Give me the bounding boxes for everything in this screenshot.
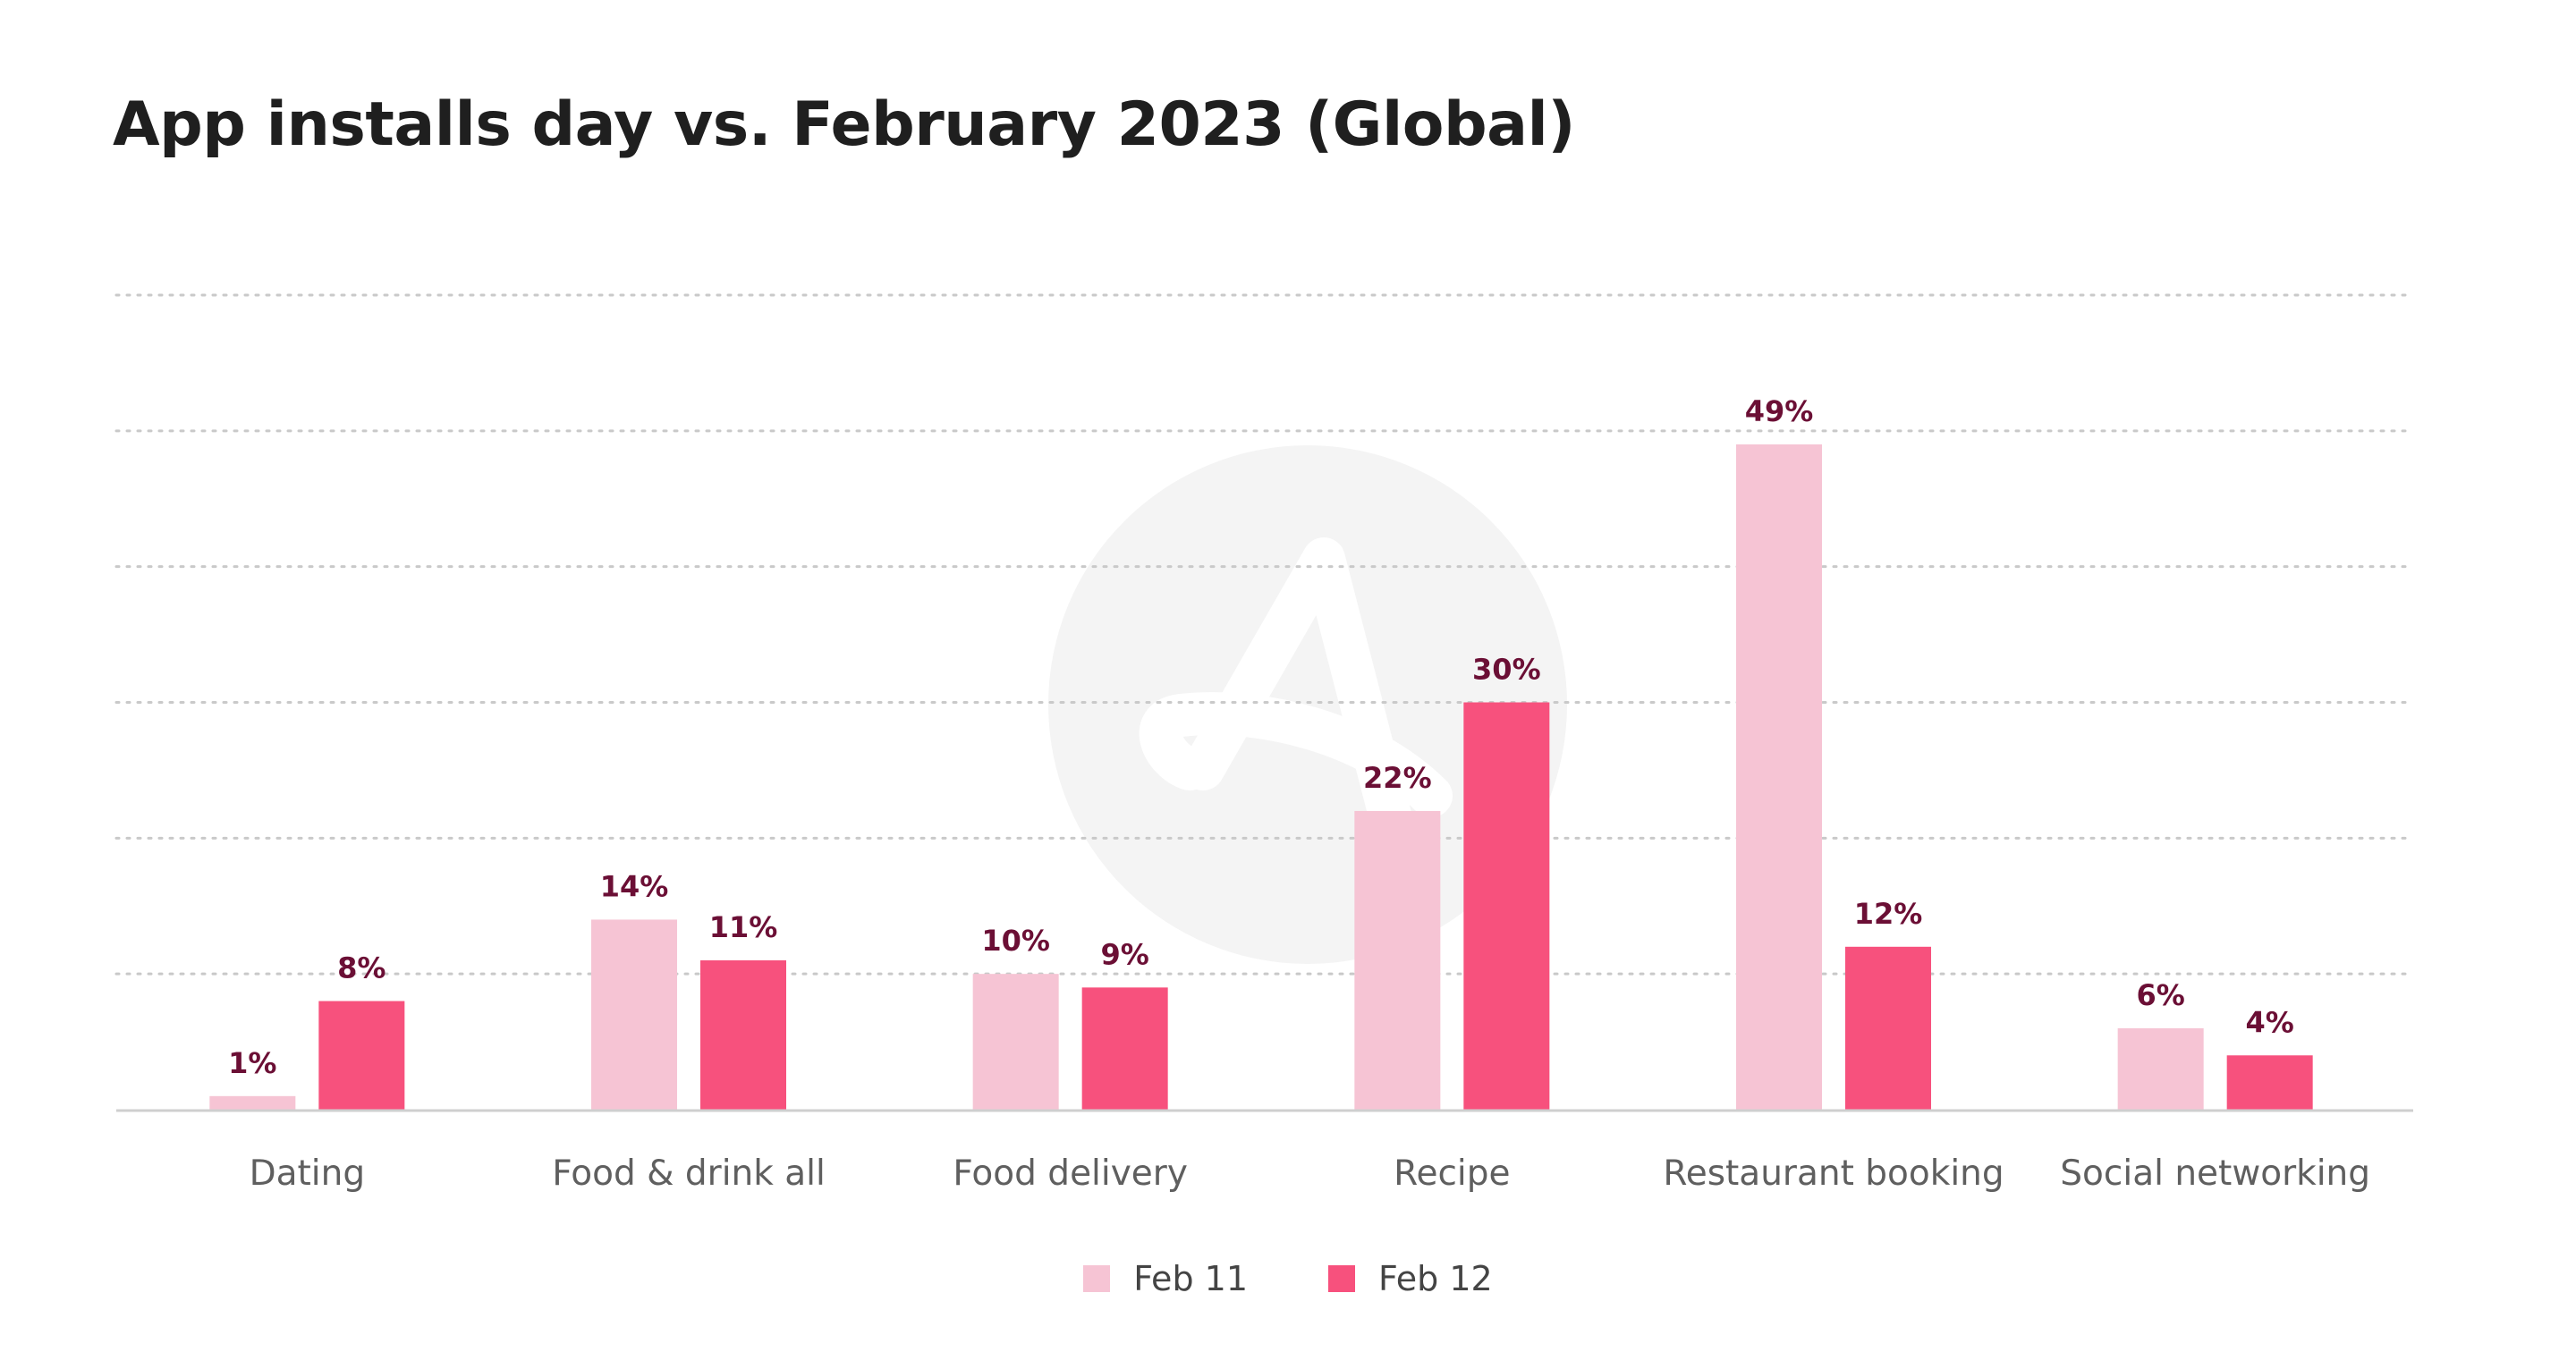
data-label-dating-series-1: 1% — [228, 1046, 276, 1080]
bars — [209, 444, 2313, 1110]
data-label-food-drink-all-series-2: 11% — [709, 910, 778, 944]
x-tick-label-food-drink-all: Food & drink all — [552, 1153, 826, 1194]
adjust-logo-icon — [1139, 537, 1453, 858]
data-label-recipe-series-1: 22% — [1363, 761, 1432, 795]
legend-item-series-2: Feb 12 — [1328, 1259, 1493, 1298]
bar-food-delivery-series-1 — [972, 974, 1059, 1110]
data-label-dating-series-2: 8% — [337, 951, 386, 985]
chart-title: App installs day vs. February 2023 (Glob… — [113, 89, 1575, 160]
bar-recipe-series-2 — [1463, 702, 1550, 1110]
x-tick-label-food-delivery: Food delivery — [953, 1153, 1188, 1194]
bar-restaurant-booking-series-2 — [1845, 946, 1931, 1110]
x-tick-label-restaurant-booking: Restaurant booking — [1663, 1153, 2004, 1194]
bar-food-drink-all-series-1 — [591, 919, 677, 1110]
bar-dating-series-2 — [318, 1001, 405, 1110]
bar-social-networking-series-1 — [2117, 1027, 2204, 1110]
legend-swatch-series-1 — [1083, 1265, 1111, 1292]
data-label-food-delivery-series-2: 9% — [1101, 937, 1149, 971]
data-label-recipe-series-2: 30% — [1472, 653, 1541, 687]
x-tick-label-recipe: Recipe — [1394, 1153, 1510, 1194]
x-axis: Dating Food & drink all Food delivery Recip… — [116, 1109, 2413, 1194]
bar-food-delivery-series-2 — [1081, 987, 1168, 1110]
x-tick-label-dating: Dating — [250, 1153, 366, 1194]
bar-food-drink-all-series-2 — [700, 959, 786, 1110]
legend: Feb 11 Feb 12 — [0, 1259, 2576, 1298]
data-labels: 1% 8% 14% 11% 10% 9% 22% 30% 49% 12% 6% 4% — [228, 394, 2294, 1080]
legend-item-series-1: Feb 11 — [1083, 1259, 1248, 1298]
data-label-restaurant-booking-series-1: 49% — [1745, 394, 1814, 428]
legend-swatch-series-2 — [1328, 1265, 1355, 1292]
data-label-restaurant-booking-series-2: 12% — [1854, 897, 1923, 931]
bar-restaurant-booking-series-1 — [1736, 444, 1822, 1110]
bar-recipe-series-1 — [1354, 810, 1441, 1110]
legend-label-series-1: Feb 11 — [1133, 1259, 1248, 1298]
bar-dating-series-1 — [209, 1095, 296, 1110]
data-label-social-networking-series-2: 4% — [2246, 1005, 2294, 1039]
legend-label-series-2: Feb 12 — [1378, 1259, 1493, 1298]
data-label-food-drink-all-series-1: 14% — [600, 869, 669, 903]
data-label-food-delivery-series-1: 10% — [981, 924, 1050, 958]
x-tick-label-social-networking: Social networking — [2060, 1153, 2370, 1194]
bar-social-networking-series-2 — [2226, 1055, 2313, 1110]
data-label-social-networking-series-1: 6% — [2137, 978, 2185, 1012]
